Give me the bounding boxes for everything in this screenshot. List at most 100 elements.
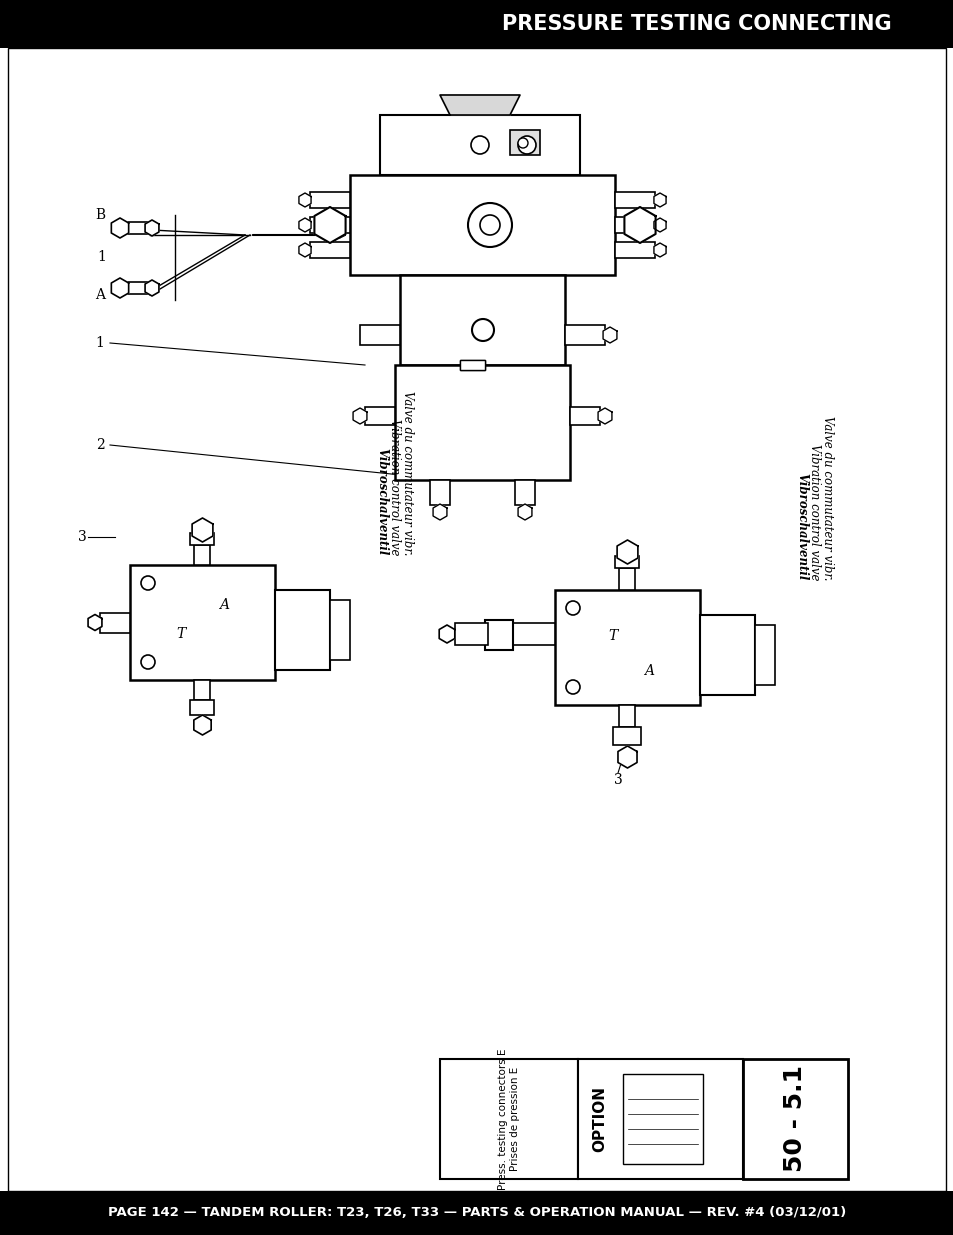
Bar <box>191 700 214 715</box>
Text: A: A <box>643 663 654 678</box>
Bar <box>395 366 569 480</box>
Polygon shape <box>438 625 455 643</box>
Bar <box>330 600 350 659</box>
Bar <box>742 1058 847 1179</box>
Polygon shape <box>618 746 637 768</box>
Polygon shape <box>602 327 617 343</box>
Text: 50 - 5.1: 50 - 5.1 <box>782 1066 806 1172</box>
Bar <box>578 1058 742 1179</box>
Bar <box>194 680 211 700</box>
Bar <box>130 564 274 680</box>
Circle shape <box>517 136 536 154</box>
Polygon shape <box>192 517 213 542</box>
Bar <box>484 620 513 650</box>
Text: 3: 3 <box>613 773 621 787</box>
Bar <box>569 408 599 425</box>
Bar <box>191 534 214 545</box>
Bar <box>455 622 488 645</box>
Polygon shape <box>88 615 102 631</box>
Text: T: T <box>176 627 185 641</box>
Polygon shape <box>112 219 129 238</box>
Bar <box>627 217 645 232</box>
Bar <box>700 615 754 695</box>
Text: A: A <box>219 598 229 613</box>
Bar <box>510 130 539 156</box>
Bar <box>274 590 330 671</box>
Polygon shape <box>653 193 665 207</box>
Bar <box>555 590 700 705</box>
Circle shape <box>565 601 579 615</box>
Polygon shape <box>298 193 311 207</box>
Polygon shape <box>517 504 532 520</box>
Bar <box>564 325 604 345</box>
Text: Press. testing connectors E
Prises de pression E: Press. testing connectors E Prises de pr… <box>497 1049 519 1189</box>
Text: Valve du commutateur vibr.: Valve du commutateur vibr. <box>821 415 833 580</box>
Text: A: A <box>95 288 105 303</box>
Text: 1: 1 <box>95 336 104 350</box>
Bar <box>613 727 640 745</box>
Bar <box>350 175 615 275</box>
Polygon shape <box>624 207 655 243</box>
Bar <box>399 275 564 366</box>
Bar <box>615 242 655 258</box>
Bar <box>459 359 484 370</box>
Polygon shape <box>298 243 311 257</box>
Polygon shape <box>439 95 519 115</box>
Bar <box>439 1058 578 1179</box>
Circle shape <box>471 136 489 154</box>
Bar <box>128 222 148 233</box>
Bar <box>615 217 655 233</box>
Bar <box>510 622 555 645</box>
Polygon shape <box>145 220 159 236</box>
Polygon shape <box>298 219 311 232</box>
Polygon shape <box>193 715 211 735</box>
Polygon shape <box>598 408 611 424</box>
Text: PAGE 142 — TANDEM ROLLER: T23, T26, T33 — PARTS & OPERATION MANUAL — REV. #4 (03: PAGE 142 — TANDEM ROLLER: T23, T26, T33 … <box>108 1207 845 1219</box>
Bar <box>365 408 395 425</box>
Bar <box>0 1191 953 1235</box>
Bar <box>359 325 399 345</box>
Text: T: T <box>608 629 617 643</box>
Bar <box>459 359 484 370</box>
Text: Vibroschalventil: Vibroschalventil <box>794 473 807 580</box>
Polygon shape <box>314 207 345 243</box>
Text: 2: 2 <box>95 438 104 452</box>
Bar <box>618 705 635 727</box>
Polygon shape <box>617 540 638 564</box>
Text: Valve du commutateur vibr.: Valve du commutateur vibr. <box>400 390 414 555</box>
Polygon shape <box>653 219 665 232</box>
Bar <box>194 545 211 564</box>
Bar <box>515 480 535 505</box>
Text: OPTION: OPTION <box>592 1086 607 1152</box>
Bar <box>0 0 953 48</box>
Text: 1: 1 <box>97 249 107 264</box>
Bar <box>310 217 350 233</box>
Bar <box>615 191 655 207</box>
Polygon shape <box>653 243 665 257</box>
Circle shape <box>565 680 579 694</box>
Polygon shape <box>353 408 367 424</box>
Circle shape <box>468 203 512 247</box>
Text: Vibration control valve: Vibration control valve <box>388 419 400 555</box>
Text: Vibroschalventil: Vibroschalventil <box>375 447 388 555</box>
Circle shape <box>141 576 154 590</box>
Bar <box>310 191 350 207</box>
Bar <box>430 480 450 505</box>
Text: B: B <box>95 207 105 222</box>
Bar <box>128 282 148 294</box>
Bar <box>754 625 774 685</box>
Polygon shape <box>433 504 446 520</box>
Text: PRESSURE TESTING CONNECTING: PRESSURE TESTING CONNECTING <box>501 14 890 35</box>
Polygon shape <box>112 278 129 298</box>
Circle shape <box>472 319 494 341</box>
Text: 3: 3 <box>77 530 87 543</box>
Circle shape <box>141 655 154 669</box>
Bar <box>618 568 635 590</box>
Polygon shape <box>145 280 159 296</box>
Bar <box>379 115 579 175</box>
Circle shape <box>479 215 499 235</box>
Bar <box>100 613 130 632</box>
Bar <box>622 1074 702 1165</box>
Bar <box>310 242 350 258</box>
Text: Vibration control valve: Vibration control valve <box>807 443 821 580</box>
